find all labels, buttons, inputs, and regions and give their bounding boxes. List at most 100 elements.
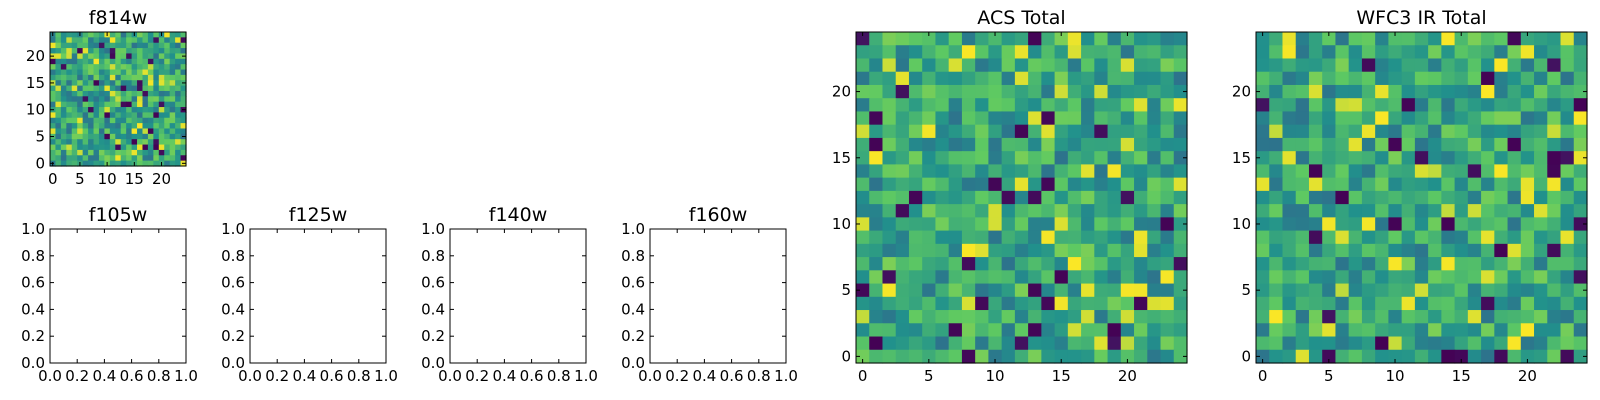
heatmap-cell: [1120, 217, 1135, 232]
heatmap-cell: [153, 123, 160, 130]
heatmap-cell: [895, 137, 910, 152]
heatmap-cell: [1361, 217, 1376, 232]
heatmap-cell: [164, 101, 171, 108]
heatmap-cell: [922, 257, 937, 271]
heatmap-cell: [935, 45, 950, 60]
heatmap-cell: [93, 69, 100, 76]
heatmap-cell: [98, 112, 105, 119]
heatmap-cell: [1308, 336, 1323, 351]
heatmap-cell: [1120, 310, 1135, 324]
heatmap-cell: [131, 139, 138, 146]
heatmap-cell: [1454, 243, 1469, 258]
heatmap-cell: [60, 85, 67, 92]
x-tick-label: 0.6: [520, 367, 544, 385]
heatmap-cell: [1388, 217, 1403, 232]
heatmap-cell: [1014, 257, 1029, 271]
heatmap-cell: [1173, 32, 1188, 46]
heatmap-cell: [1028, 164, 1042, 179]
heatmap-cell: [109, 128, 116, 135]
x-tick-label: 0.0: [38, 367, 62, 385]
heatmap-cell: [1041, 137, 1056, 152]
heatmap-cell: [66, 32, 73, 38]
heatmap-cell: [158, 139, 165, 146]
heatmap-cell: [175, 107, 182, 113]
heatmap-cell: [1014, 310, 1029, 324]
heatmap-cell: [1295, 84, 1310, 99]
heatmap-cell: [1454, 283, 1469, 298]
heatmap-cell: [1147, 84, 1162, 99]
heatmap-cell: [60, 58, 67, 65]
heatmap-cell: [1573, 111, 1588, 126]
heatmap-cell: [1001, 349, 1016, 364]
heatmap-cell: [856, 32, 870, 46]
heatmap-cell: [908, 190, 923, 205]
heatmap-cell: [1441, 190, 1456, 205]
heatmap-cell: [60, 90, 67, 97]
heatmap-cell: [1481, 283, 1495, 298]
heatmap-cell: [1322, 243, 1337, 258]
heatmap-cell: [1534, 58, 1548, 73]
heatmap-cell: [1494, 71, 1509, 86]
heatmap-cell: [908, 71, 923, 86]
heatmap-cell: [153, 64, 160, 71]
heatmap-cell: [1520, 32, 1535, 46]
heatmap-cell: [1361, 190, 1376, 205]
heatmap-cell: [895, 190, 910, 205]
heatmap-cell: [988, 111, 1003, 126]
heatmap-cell: [1134, 137, 1148, 152]
heatmap-cell: [109, 144, 116, 151]
heatmap-cell: [50, 90, 57, 97]
x-tick-label: 0.2: [65, 367, 89, 385]
heatmap-cell: [109, 149, 116, 156]
heatmap-cell: [1454, 257, 1469, 271]
heatmap-cell: [88, 96, 95, 103]
heatmap-cell: [1094, 84, 1109, 99]
heatmap-cell: [935, 243, 950, 258]
heatmap-cell: [856, 310, 870, 324]
heatmap-cell: [147, 133, 154, 140]
heatmap-cell: [115, 53, 122, 60]
heatmap-cell: [1014, 32, 1029, 46]
heatmap-cell: [1507, 71, 1522, 86]
heatmap-cell: [1147, 137, 1162, 152]
heatmap-cell: [1028, 151, 1042, 165]
x-tick-label: 0.0: [238, 367, 262, 385]
heatmap-cell: [1014, 45, 1029, 60]
heatmap-cell: [975, 164, 989, 179]
heatmap-cell: [109, 42, 116, 49]
heatmap-cell: [1107, 336, 1122, 351]
y-tick-label: 0.0: [621, 354, 645, 372]
heatmap-cell: [1573, 124, 1588, 139]
heatmap-cell: [1467, 310, 1482, 324]
heatmap-cell: [988, 84, 1003, 99]
heatmap-cell: [1560, 323, 1575, 338]
heatmap-cell: [1041, 58, 1056, 73]
heatmap-cell: [88, 144, 95, 151]
heatmap-cell: [1573, 177, 1588, 192]
heatmap-cell: [137, 96, 144, 103]
heatmap-cell: [1295, 124, 1310, 139]
heatmap-cell: [895, 349, 910, 364]
heatmap-cell: [1481, 177, 1495, 192]
heatmap-cell: [1335, 164, 1350, 179]
heatmap-cell: [1507, 84, 1522, 99]
heatmap-cell: [1494, 137, 1509, 152]
heatmap-cell: [975, 336, 989, 351]
heatmap-cell: [1067, 124, 1082, 139]
heatmap-cell: [882, 217, 897, 232]
heatmap-cell: [131, 112, 138, 119]
heatmap-cell: [1001, 111, 1016, 126]
heatmap-cell: [55, 160, 62, 167]
heatmap-cell: [1573, 257, 1588, 271]
heatmap-cell: [120, 128, 127, 135]
heatmap-cell: [180, 128, 187, 135]
heatmap-cell: [922, 323, 937, 338]
heatmap-cell: [104, 58, 111, 65]
heatmap-cell: [1308, 243, 1323, 258]
heatmap-cell: [169, 69, 176, 76]
heatmap-cell: [882, 283, 897, 298]
heatmap-cell: [1520, 336, 1535, 351]
heatmap-cell: [1573, 310, 1588, 324]
heatmap-cell: [1160, 323, 1175, 338]
heatmap-cell: [82, 128, 89, 135]
